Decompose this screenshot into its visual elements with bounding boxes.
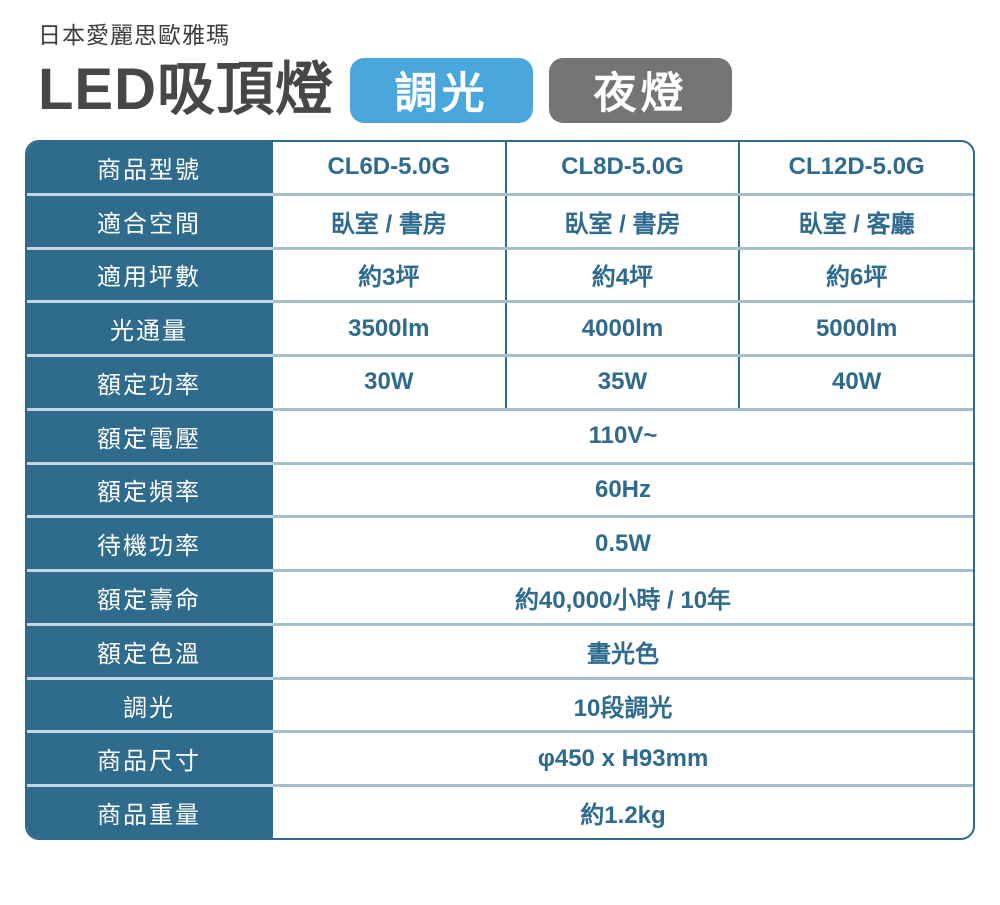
table-row: 適合空間 臥室 / 書房 臥室 / 書房 臥室 / 客廳 xyxy=(27,194,973,250)
row-label: 適合空間 xyxy=(27,194,272,250)
cell-value: 0.5W xyxy=(271,516,973,573)
row-label: 額定頻率 xyxy=(27,463,272,519)
cell-value: 60Hz xyxy=(271,463,973,519)
badge-dimmable: 調光 xyxy=(350,57,534,123)
cell-value: 110V~ xyxy=(271,409,973,465)
cell-value: 臥室 / 客廳 xyxy=(738,194,973,250)
row-label: 額定色溫 xyxy=(27,624,272,680)
badges: 調光 夜燈 xyxy=(350,57,733,123)
page-title: LED吸頂燈 xyxy=(38,57,335,122)
row-label: 調光 xyxy=(27,678,272,734)
cell-value: 35W xyxy=(504,355,740,411)
table-row: 商品重量 約1.2kg xyxy=(27,785,973,838)
table-row: 光通量 3500lm 4000lm 5000lm xyxy=(27,301,973,358)
cell-value: 約3坪 xyxy=(271,248,506,304)
row-label: 適用坪數 xyxy=(27,248,272,304)
row-label: 商品重量 xyxy=(27,785,272,838)
table-row: 額定功率 30W 35W 40W xyxy=(27,355,973,411)
cell-value: 40W xyxy=(738,355,973,411)
cell-value: 約6坪 xyxy=(738,248,973,304)
table-row: 待機功率 0.5W xyxy=(27,516,973,573)
cell-value: 約4坪 xyxy=(504,248,740,304)
table-row: 額定電壓 110V~ xyxy=(27,409,973,465)
row-label: 待機功率 xyxy=(27,516,272,573)
table-row: 商品型號 CL6D-5.0G CL8D-5.0G CL12D-5.0G xyxy=(27,142,973,196)
badge-nightlight: 夜燈 xyxy=(549,57,733,123)
spec-table: 商品型號 CL6D-5.0G CL8D-5.0G CL12D-5.0G 適合空間… xyxy=(25,140,975,840)
row-label: 商品型號 xyxy=(27,142,272,196)
row-label: 額定壽命 xyxy=(27,570,272,626)
cell-value: 10段調光 xyxy=(271,678,973,734)
cell-value: 5000lm xyxy=(738,301,973,358)
cell-value: 晝光色 xyxy=(271,624,973,680)
cell-value: CL12D-5.0G xyxy=(738,142,973,196)
row-label: 光通量 xyxy=(27,301,272,358)
table-row: 額定頻率 60Hz xyxy=(27,463,973,519)
title-row: LED吸頂燈 調光 夜燈 xyxy=(38,54,1000,126)
cell-value: CL6D-5.0G xyxy=(271,142,506,196)
cell-value: CL8D-5.0G xyxy=(504,142,740,196)
row-label: 額定功率 xyxy=(27,355,272,411)
cell-value: 4000lm xyxy=(504,301,740,358)
table-row: 額定色溫 晝光色 xyxy=(27,624,973,680)
row-label: 商品尺寸 xyxy=(27,731,272,788)
cell-value: 臥室 / 書房 xyxy=(271,194,506,250)
table-row: 調光 10段調光 xyxy=(27,678,973,734)
cell-value: 約40,000小時 / 10年 xyxy=(271,570,973,626)
cell-value: 3500lm xyxy=(271,301,506,358)
table-row: 額定壽命 約40,000小時 / 10年 xyxy=(27,570,973,626)
brand-name: 日本愛麗思歐雅瑪 xyxy=(38,22,230,48)
cell-value: φ450 x H93mm xyxy=(271,731,973,788)
header: 日本愛麗思歐雅瑪 LED吸頂燈 調光 夜燈 xyxy=(0,0,1000,126)
table-row: 商品尺寸 φ450 x H93mm xyxy=(27,731,973,788)
row-label: 額定電壓 xyxy=(27,409,272,465)
table-row: 適用坪數 約3坪 約4坪 約6坪 xyxy=(27,248,973,304)
cell-value: 約1.2kg xyxy=(271,785,973,838)
cell-value: 30W xyxy=(271,355,506,411)
cell-value: 臥室 / 書房 xyxy=(504,194,740,250)
